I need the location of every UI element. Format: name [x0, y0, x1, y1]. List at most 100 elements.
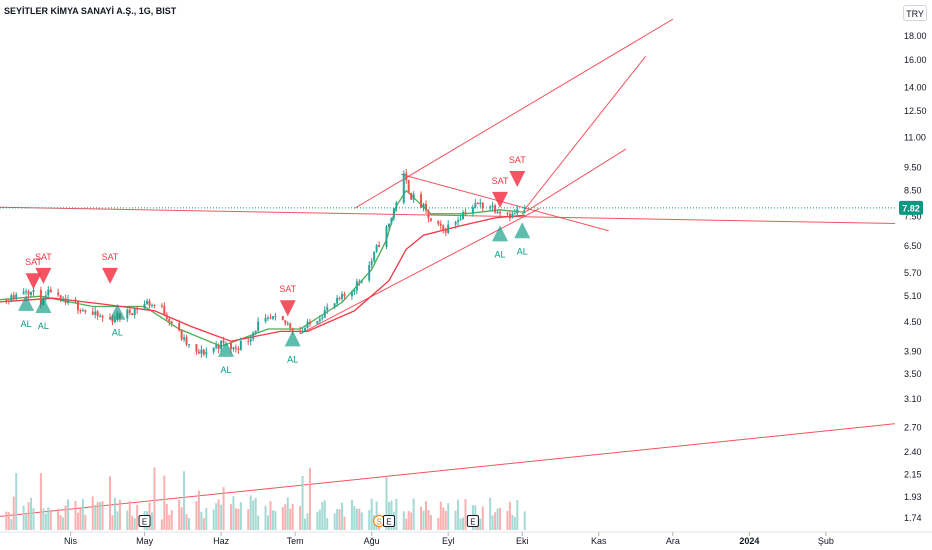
volume-bar: [338, 509, 341, 530]
candle: [447, 224, 450, 233]
candle: [30, 291, 33, 295]
trendline[interactable]: [401, 173, 609, 232]
candle: [109, 317, 112, 320]
candle: [160, 305, 163, 307]
trendline[interactable]: [354, 18, 674, 209]
trendline-layer: [0, 18, 895, 335]
candle: [252, 332, 255, 339]
volume-bar: [91, 496, 94, 530]
candle: [267, 317, 270, 319]
sell-signal-arrow: [492, 191, 509, 208]
earnings-event-marker[interactable]: E: [466, 515, 479, 527]
event-marker-label: E: [142, 518, 147, 527]
candle: [321, 317, 324, 319]
time-tick-label: 2024: [739, 536, 759, 546]
buy-signal: AL: [492, 225, 509, 259]
time-tick-label: Ağu: [364, 536, 380, 546]
volume-bar: [516, 500, 519, 530]
earnings-event-marker[interactable]: E: [138, 515, 151, 527]
volume-bar: [353, 506, 356, 530]
candle: [264, 317, 267, 322]
candle: [205, 351, 208, 355]
event-marker-label: S: [376, 518, 381, 527]
volume-bar: [212, 509, 215, 530]
volume-bar: [442, 507, 445, 530]
volume-bar: [336, 509, 339, 530]
candle: [476, 203, 479, 205]
volume-bar: [234, 508, 237, 530]
volume-bar: [437, 517, 440, 530]
candle: [131, 313, 134, 316]
volume-bar: [269, 501, 272, 530]
trendline[interactable]: [299, 207, 540, 335]
split-event-marker[interactable]: S: [373, 515, 386, 527]
trendline[interactable]: [0, 423, 895, 517]
candle: [360, 280, 363, 282]
candle: [286, 323, 289, 325]
price-tick-label: 9.50: [904, 163, 922, 173]
candle: [94, 311, 97, 315]
volume-bar: [133, 518, 136, 530]
volume-bar: [113, 497, 116, 530]
event-marker-shape[interactable]: [382, 515, 395, 527]
candle: [197, 351, 200, 354]
candle: [402, 173, 405, 203]
volume-bar: [220, 504, 223, 530]
volume-bar: [405, 518, 408, 530]
sell-signal-label: SAT: [35, 252, 52, 262]
candle: [333, 303, 336, 308]
candle: [5, 299, 8, 301]
candle: [15, 294, 18, 300]
volume-bar: [229, 504, 232, 530]
trendline[interactable]: [521, 55, 647, 213]
time-tick-label: Haz: [213, 536, 230, 546]
event-marker-shape[interactable]: [138, 515, 151, 527]
volume-bar: [126, 510, 129, 530]
earnings-event-marker[interactable]: E: [382, 515, 395, 527]
volume-bar: [153, 467, 156, 530]
volume-bar: [7, 512, 10, 530]
candle: [257, 321, 260, 331]
candle: [254, 330, 257, 333]
currency-button[interactable]: TRY: [903, 5, 927, 21]
candle: [368, 264, 371, 281]
buy-signal-arrow: [35, 297, 52, 314]
price-axis[interactable]: 18.00 16.00 14.00 12.50 11.00 9.50 8.50 7.50 6.5…: [904, 31, 927, 523]
last-price-badge[interactable]: [899, 200, 923, 215]
price-tick-label: 5.10: [904, 291, 922, 301]
trendline[interactable]: [521, 148, 627, 215]
candle: [355, 281, 358, 291]
sell-signal: SAT: [492, 176, 509, 208]
volume-bar: [308, 467, 311, 530]
candle: [10, 295, 13, 302]
sell-signal: SAT: [279, 284, 297, 317]
volume-bar: [84, 514, 87, 530]
candle: [150, 304, 153, 306]
candle: [405, 173, 408, 181]
event-marker-shape[interactable]: [466, 515, 479, 527]
time-axis[interactable]: Nis May Haz Tem Ağu Eyl Eki Kas Ara 2024 Şub: [64, 532, 834, 546]
volume-bar: [237, 508, 240, 530]
buy-signal: AL: [218, 340, 235, 375]
volume-bar: [481, 506, 484, 530]
buy-signal-label: AL: [112, 328, 123, 338]
candle: [128, 309, 131, 314]
volume-bar: [44, 513, 47, 530]
volume-bar: [499, 507, 502, 530]
candle: [188, 344, 191, 346]
trendline-layer-volume: [0, 423, 895, 517]
candle: [12, 295, 15, 300]
candle: [489, 207, 492, 209]
candle: [306, 321, 309, 329]
volume-bar: [402, 511, 405, 530]
trendline[interactable]: [0, 206, 895, 225]
volume-bar: [131, 515, 134, 530]
candle: [212, 347, 215, 352]
volume-bar: [343, 516, 346, 530]
buy-signal-arrow: [492, 225, 509, 242]
price-tick-label: 3.90: [904, 347, 922, 357]
candle: [464, 212, 467, 214]
volume-bar: [160, 519, 163, 530]
volume-bar: [385, 476, 388, 530]
